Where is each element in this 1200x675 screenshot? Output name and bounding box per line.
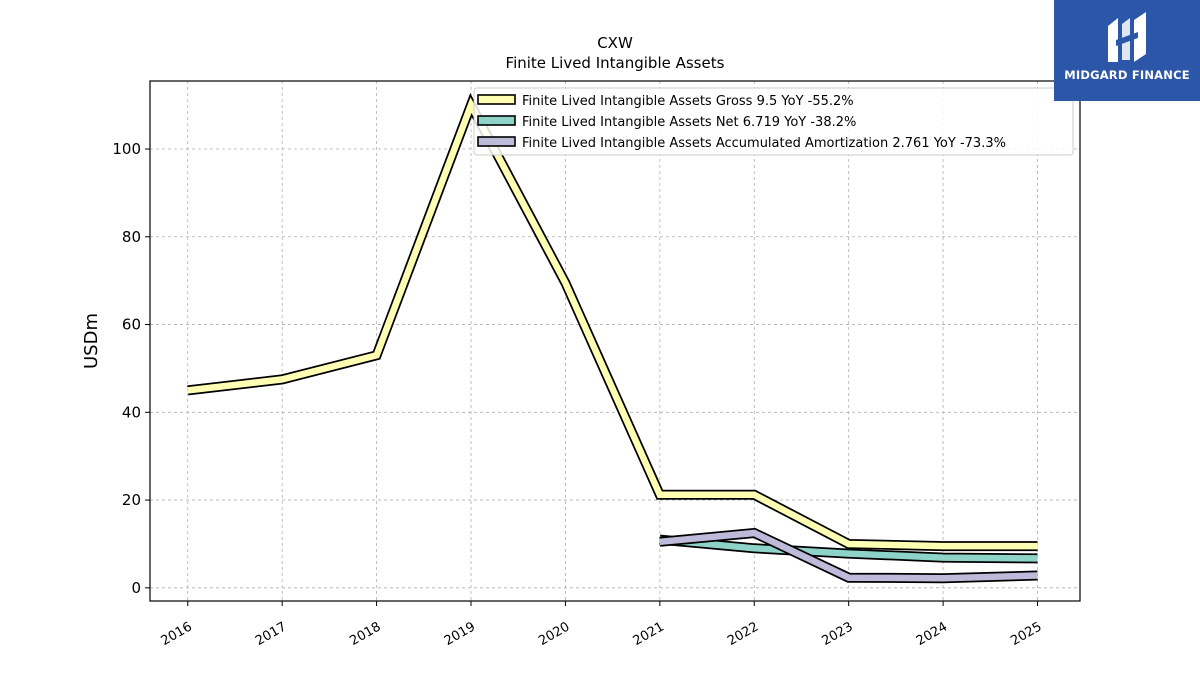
chart-subtitle: Finite Lived Intangible Assets (506, 54, 725, 72)
y-axis-label: USDm (81, 313, 102, 369)
legend-label: Finite Lived Intangible Assets Gross 9.5… (522, 94, 854, 109)
series-stroke (659, 529, 1038, 582)
brand-name: MIDGARD FINANCE (1064, 68, 1190, 82)
x-tick-label: 2018 (347, 619, 383, 649)
x-tick-label: 2016 (159, 619, 195, 649)
series-line-2 (659, 534, 1038, 564)
y-tick-label: 100 (112, 140, 141, 158)
x-tick-label: 2024 (914, 619, 950, 649)
y-tick-label: 40 (122, 403, 141, 421)
x-tick-label: 2025 (1008, 619, 1044, 649)
x-tick-label: 2021 (631, 619, 667, 649)
y-tick-label: 60 (122, 316, 141, 334)
x-tick-label: 2019 (442, 619, 478, 649)
plot-frame (149, 80, 1081, 602)
brand-logo: MIDGARD FINANCE (1054, 0, 1200, 101)
x-tick-label: 2017 (253, 619, 289, 649)
series-stroke (659, 536, 1038, 562)
brand-mark-icon (1108, 12, 1146, 62)
x-tick-label: 2020 (536, 619, 572, 649)
legend-box (473, 87, 1074, 156)
legend-swatch (477, 94, 516, 105)
legend-label: Finite Lived Intangible Assets Accumulat… (522, 136, 1006, 151)
legend-swatch (477, 136, 516, 147)
series-stroke (187, 97, 1038, 550)
legend-label: Finite Lived Intangible Assets Net 6.719… (522, 115, 856, 130)
chart-title: CXW (597, 34, 633, 52)
y-tick-label: 0 (131, 579, 141, 597)
legend: Finite Lived Intangible Assets Gross 9.5… (473, 87, 1074, 156)
ticks-layer: 2016 2017 2018 2019 2020 2021 2022 2023 2024 2025… (112, 140, 1044, 649)
y-tick-label: 20 (122, 491, 141, 509)
series-layer (187, 92, 1038, 584)
series-line-1 (187, 92, 1038, 552)
series-line-3 (659, 527, 1038, 584)
series-outline (187, 92, 1038, 552)
y-tick-label: 80 (122, 228, 141, 246)
x-tick-label: 2023 (820, 619, 856, 649)
legend-swatch (477, 115, 516, 126)
grid-layer (150, 81, 1080, 601)
x-tick-label: 2022 (725, 619, 761, 649)
